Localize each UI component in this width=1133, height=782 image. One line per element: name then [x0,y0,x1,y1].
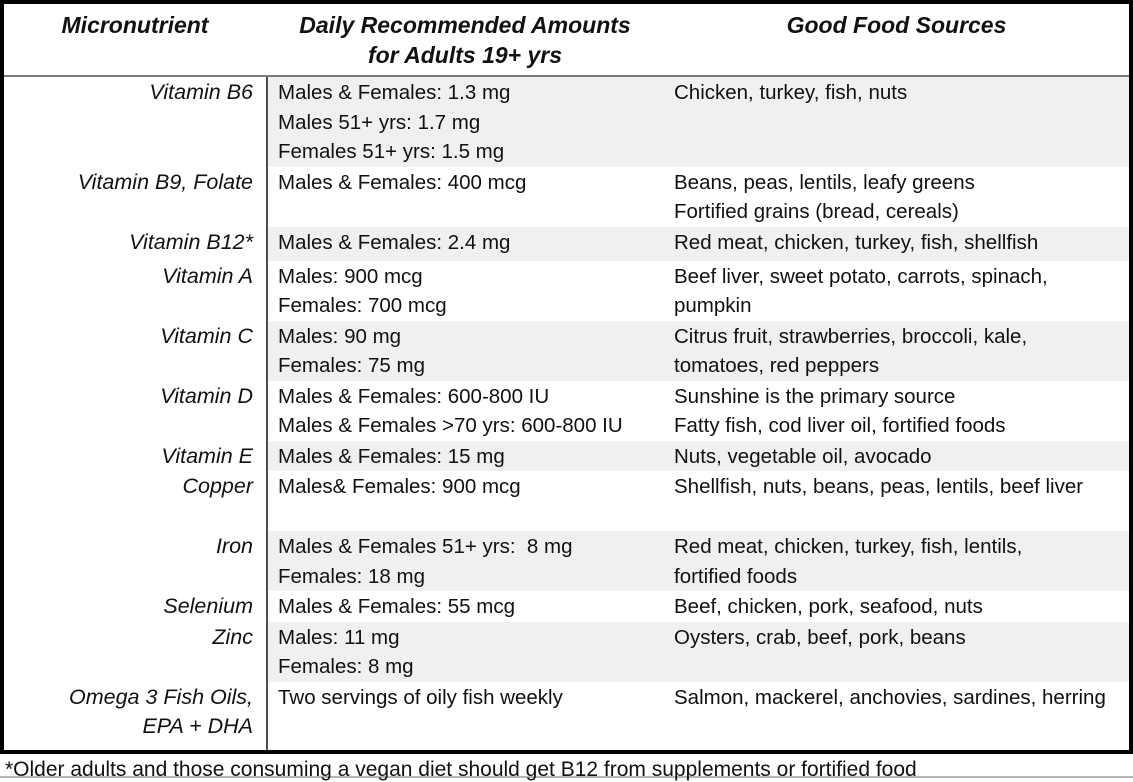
nutrient-cell: Vitamin E [4,440,266,471]
nutrient-cell: Zinc [4,621,266,682]
amounts-cell: Males & Females: 55 mcg [266,591,664,622]
sources-cell: Red meat, chicken, turkey, fish, lentils… [664,531,1129,591]
amounts-cell: Males & Females: 1.3 mg Males 51+ yrs: 1… [266,77,664,167]
nutrient-cell: Copper [4,471,266,531]
nutrient-cell: Selenium [4,591,266,622]
table-row: Omega 3 Fish Oils, EPA + DHA Two serving… [4,681,1129,750]
table-row: Vitamin E Males & Females: 15 mg Nuts, v… [4,440,1129,471]
table-body: Vitamin B6 Males & Females: 1.3 mg Males… [4,77,1129,750]
table-row: Vitamin D Males & Females: 600-800 IU Ma… [4,380,1129,441]
sources-cell: Nuts, vegetable oil, avocado [664,440,1129,471]
amounts-cell: Males & Females: 400 mcg [266,166,664,227]
sources-cell: Chicken, turkey, fish, nuts [664,77,1129,167]
column-header-amounts: Daily Recommended Amounts for Adults 19+… [299,12,631,68]
amounts-cell: Males & Females: 600-800 IU Males & Fema… [266,380,664,441]
sources-cell: Sunshine is the primary source Fatty fis… [674,384,1006,438]
table-header-row: Micronutrient Daily Recommended Amounts … [4,4,1129,77]
table-row: Vitamin B12* Males & Females: 2.4 mg Red… [4,226,1129,261]
nutrient-cell: Omega 3 Fish Oils, EPA + DHA [4,681,266,750]
sources-cell: Beef, chicken, pork, seafood, nuts [674,595,983,618]
table-row: Vitamin A Males: 900 mcg Females: 700 mc… [4,260,1129,321]
nutrient-cell: Vitamin B6 [4,77,266,167]
sources-cell: Oysters, crab, beef, pork, beans [664,621,1129,682]
amounts-cell: Males: 900 mcg Females: 700 mcg [266,260,664,321]
column-header-sources: Good Food Sources [786,12,1007,38]
table-row: Vitamin B6 Males & Females: 1.3 mg Males… [4,77,1129,167]
sources-cell: Salmon, mackerel, anchovies, sardines, h… [674,685,1106,709]
nutrient-cell: Vitamin B9, Folate [4,166,266,227]
nutrient-cell: Vitamin D [4,380,266,441]
sources-cell: Shellfish, nuts, beans, peas, lentils, b… [674,475,1084,498]
table-row: Zinc Males: 11 mg Females: 8 mg Oysters,… [4,621,1129,682]
amounts-cell: Males & Females: 2.4 mg [266,226,664,261]
footnote: *Older adults and those consuming a vega… [5,757,917,781]
table-row: Iron Males & Females 51+ yrs: 8 mg Femal… [4,531,1129,591]
sources-cell: Red meat, chicken, turkey, fish, shellfi… [664,226,1129,261]
nutrient-cell: Iron [4,531,266,591]
table-row: Vitamin C Males: 90 mg Females: 75 mg Ci… [4,320,1129,381]
amounts-cell: Males: 90 mg Females: 75 mg [266,320,664,381]
sources-cell: Citrus fruit, strawberries, broccoli, ka… [664,320,1129,381]
nutrient-cell: Vitamin A [4,260,266,321]
table-row: Selenium Males & Females: 55 mcg Beef, c… [4,591,1129,622]
sources-cell: Beef liver, sweet potato, carrots, spina… [674,264,1048,318]
amounts-cell: Two servings of oily fish weekly [266,681,664,750]
nutrient-cell: Vitamin B12* [4,226,266,261]
amounts-cell: Males: 11 mg Females: 8 mg [266,621,664,682]
table-row: Vitamin B9, Folate Males & Females: 400 … [4,166,1129,227]
micronutrient-table: Micronutrient Daily Recommended Amounts … [0,0,1133,754]
amounts-cell: Males & Females: 15 mg [266,440,664,471]
amounts-cell: Males & Females 51+ yrs: 8 mg Females: 1… [266,531,664,591]
table-row: Copper Males& Females: 900 mcg Shellfish… [4,471,1129,531]
amounts-cell: Males& Females: 900 mcg [266,471,664,531]
nutrient-cell: Vitamin C [4,320,266,381]
column-header-micronutrient: Micronutrient [61,12,209,38]
sources-cell: Beans, peas, lentils, leafy greens Forti… [674,170,975,224]
